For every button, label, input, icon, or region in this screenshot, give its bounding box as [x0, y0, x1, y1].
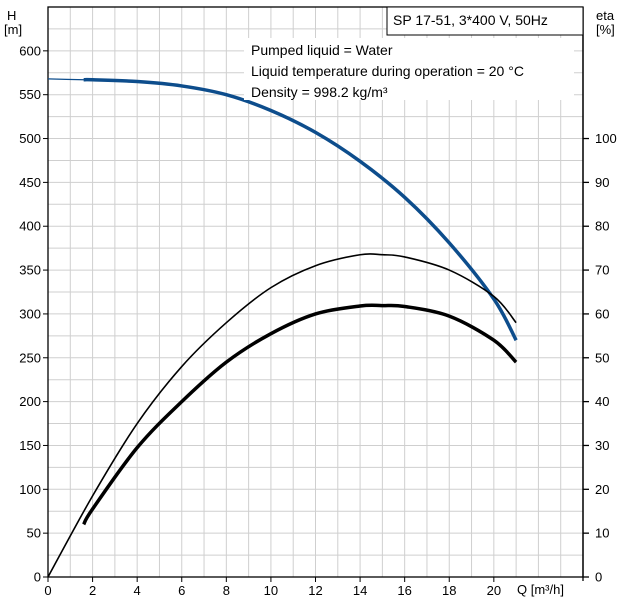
y-left-tick-label: 0 — [34, 570, 41, 585]
y-left-tick-label: 400 — [19, 219, 41, 234]
y-left-tick-label: 300 — [19, 306, 41, 321]
y-right-tick-label: 70 — [595, 263, 609, 278]
y-left-tick-label: 500 — [19, 131, 41, 146]
x-tick-label: 12 — [308, 583, 322, 598]
chart-title: SP 17-51, 3*400 V, 50Hz — [393, 12, 548, 28]
title-box — [386, 6, 584, 36]
y-right-tick-label: 0 — [595, 570, 602, 585]
annotation-liquid: Pumped liquid = Water — [251, 42, 393, 58]
efficiency-curve-total — [82, 303, 518, 526]
y-left-tick-label: 250 — [19, 350, 41, 365]
y-left-tick-label: 50 — [27, 526, 41, 541]
y-right-tick-label: 10 — [595, 526, 609, 541]
y-right-tick-label: 100 — [595, 131, 617, 146]
y-left-tick-label: 350 — [19, 263, 41, 278]
y-left-label-line1: H — [7, 8, 16, 23]
y-left-tick-label: 100 — [19, 482, 41, 497]
axes — [43, 6, 589, 582]
x-tick-label: 14 — [353, 583, 367, 598]
annotation-box — [244, 38, 574, 100]
efficiency-curve-pump — [47, 253, 517, 578]
y-left-tick-label: 550 — [19, 87, 41, 102]
annotation-temperature: Liquid temperature during operation = 20… — [251, 63, 524, 79]
x-tick-label: 0 — [44, 583, 51, 598]
x-axis-label: Q [m³/h] — [517, 582, 564, 597]
y-left-label-line2: [m] — [4, 22, 22, 37]
labels: 0 2 4 6 8 10 12 14 16 18 2005010015020025030035040… — [19, 43, 616, 598]
x-tick-label: 2 — [89, 583, 96, 598]
y-right-label-line1: eta — [596, 8, 615, 23]
y-left-tick-label: 450 — [19, 175, 41, 190]
y-right-tick-label: 20 — [595, 482, 609, 497]
y-right-tick-label: 90 — [595, 175, 609, 190]
y-right-tick-label: 50 — [595, 350, 609, 365]
annotation-density: Density = 998.2 kg/m³ — [251, 84, 388, 100]
y-right-tick-label: 60 — [595, 306, 609, 321]
y-left-tick-label: 200 — [19, 394, 41, 409]
x-tick-label: 4 — [134, 583, 141, 598]
x-tick-label: 20 — [487, 583, 501, 598]
x-tick-label: 8 — [223, 583, 230, 598]
head-curve — [83, 77, 518, 342]
curves — [47, 77, 518, 578]
x-tick-label: 6 — [178, 583, 185, 598]
x-tick-label: 10 — [264, 583, 278, 598]
x-tick-label: 18 — [442, 583, 456, 598]
y-left-tick-label: 150 — [19, 438, 41, 453]
y-right-tick-label: 30 — [595, 438, 609, 453]
y-right-tick-label: 80 — [595, 219, 609, 234]
y-right-tick-label: 40 — [595, 394, 609, 409]
x-tick-label: 16 — [397, 583, 411, 598]
y-right-label-line2: [%] — [596, 22, 615, 37]
y-left-tick-label: 600 — [19, 43, 41, 58]
